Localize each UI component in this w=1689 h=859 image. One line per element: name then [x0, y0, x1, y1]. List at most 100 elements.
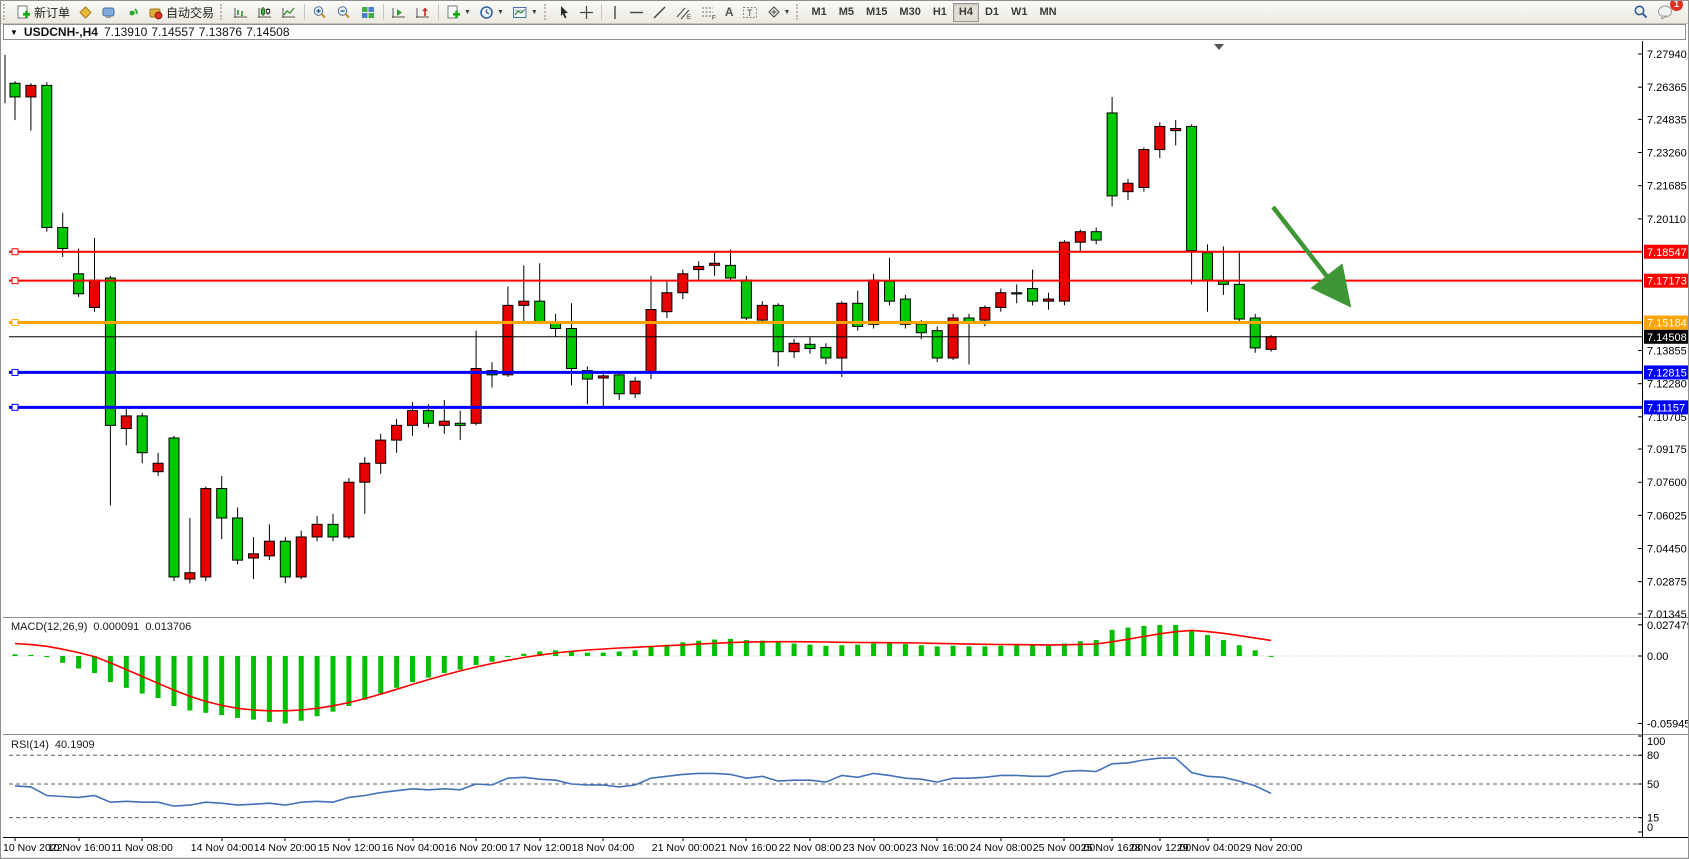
macd-histogram-bar — [1173, 624, 1179, 656]
time-axis-label: 24 Nov 08:00 — [970, 842, 1033, 854]
timeframe-m1-button[interactable]: M1 — [811, 5, 827, 18]
candle — [1122, 182, 1134, 193]
candle — [931, 330, 943, 359]
auto-scroll-button[interactable] — [387, 1, 411, 23]
trend-arrow[interactable] — [1271, 205, 1352, 308]
chart-title-bar[interactable]: ▼ USDCNH-,H4 7.13910 7.14557 7.13876 7.1… — [3, 24, 1686, 40]
timeframe-m30-button[interactable]: M30 — [899, 5, 921, 18]
candle — [1202, 252, 1213, 281]
time-axis-label: 29 Nov 04:00 — [1177, 842, 1240, 854]
time-axis-label: 23 Nov 16:00 — [906, 842, 969, 854]
macd-histogram-bar — [918, 645, 924, 656]
new-chart-button[interactable]: ▼ — [442, 1, 475, 23]
line-anchor-handle[interactable] — [11, 277, 19, 285]
macd-histogram-bar — [664, 644, 670, 656]
text-tool-button[interactable]: A — [721, 1, 738, 23]
toolbar-grip[interactable] — [220, 4, 227, 20]
fibonacci-tool-button[interactable]: F — [696, 1, 721, 23]
chart-menu-icon[interactable]: ▼ — [10, 27, 18, 37]
candle — [899, 298, 911, 325]
line-anchor-handle[interactable] — [11, 368, 19, 376]
time-axis-label: 16 Nov 04:00 — [382, 842, 445, 854]
zoom-in-button[interactable] — [308, 1, 332, 23]
cursor-tool-button[interactable] — [553, 1, 575, 23]
macd-histogram-bar — [680, 642, 686, 656]
timeframe-h1-button[interactable]: H1 — [932, 5, 947, 18]
candle — [756, 304, 768, 321]
bar-chart-icon — [234, 7, 248, 18]
arrows-tool-button[interactable]: ▼ — [763, 1, 795, 23]
price-badge — [1644, 365, 1688, 380]
line-anchor-handle[interactable] — [11, 403, 19, 411]
timeframe-h4-button[interactable]: H4 — [952, 2, 979, 22]
candle — [693, 265, 705, 271]
dropdown-arrow-icon: ▼ — [783, 8, 791, 16]
toolbar-grip[interactable] — [796, 4, 803, 20]
tile-windows-button[interactable] — [356, 1, 380, 23]
macd-histogram-bar — [330, 656, 336, 712]
macd-histogram-bar — [92, 656, 97, 674]
candle — [152, 462, 164, 473]
ohlc-high: 7.14557 — [151, 25, 195, 39]
signals-button[interactable] — [121, 1, 144, 23]
candle — [1170, 128, 1182, 132]
tile-windows-icon — [362, 6, 375, 18]
notifications-button[interactable]: 1 — [1653, 1, 1683, 23]
toolbar-grip[interactable] — [543, 4, 551, 20]
vertical-line-tool-button[interactable] — [605, 1, 625, 23]
candle — [232, 517, 244, 561]
timeframe-m15-button[interactable]: M15 — [866, 5, 888, 18]
macd-histogram-bar — [521, 653, 527, 656]
time-axis-label: 14 Nov 20:00 — [254, 842, 317, 854]
macd-histogram-bar — [1077, 641, 1083, 656]
macd-histogram-bar — [537, 651, 543, 656]
candle — [1233, 283, 1245, 320]
search-button[interactable] — [1629, 1, 1653, 23]
label-tool-button[interactable]: T — [738, 1, 763, 23]
macd-histogram-bar — [1236, 645, 1242, 656]
periods-button[interactable]: ▼ — [475, 1, 508, 23]
macd-histogram-bar — [219, 656, 225, 716]
candle — [1090, 231, 1102, 241]
macd-histogram-bar — [12, 654, 18, 656]
timeframe-mn-button[interactable]: MN — [1039, 5, 1057, 18]
price-axis-label: 7.13855 — [1647, 346, 1687, 358]
macd-histogram-bar — [489, 656, 495, 662]
new-order-button[interactable]: 新订单 — [12, 1, 74, 23]
timeframe-d1-button[interactable]: D1 — [984, 5, 1000, 18]
line-chart-mode-button[interactable] — [277, 1, 301, 23]
svg-text:E: E — [687, 15, 691, 20]
candle — [915, 323, 927, 334]
market-depth-button[interactable] — [74, 1, 97, 23]
zoom-out-button[interactable] — [332, 1, 356, 23]
macd-histogram-bar — [139, 656, 145, 694]
bar-chart-mode-button[interactable] — [229, 1, 253, 23]
channel-tool-button[interactable]: E — [671, 1, 696, 23]
auto-trading-button[interactable]: 自动交易 — [144, 1, 218, 23]
price-badge — [1644, 244, 1688, 259]
chart-shift-button[interactable] — [411, 1, 435, 23]
candle — [1186, 125, 1198, 252]
templates-button[interactable]: ▼ — [508, 1, 542, 23]
trendline-tool-button[interactable] — [648, 1, 671, 23]
price-axis-label: 7.07600 — [1647, 477, 1687, 489]
timeframe-m5-button[interactable]: M5 — [838, 5, 855, 18]
rsi-line — [14, 757, 1272, 807]
line-anchor-handle[interactable] — [11, 319, 19, 327]
horizontal-line-tool-button[interactable] — [625, 1, 648, 23]
price-badge-label: 7.11157 — [1647, 402, 1685, 414]
price-axis-label: 7.24835 — [1647, 114, 1687, 126]
candle — [200, 488, 212, 578]
crosshair-tool-button[interactable] — [575, 1, 598, 23]
ohlc-open: 7.13910 — [103, 25, 148, 39]
chart-shift-marker[interactable] — [1214, 44, 1224, 50]
market-button[interactable] — [97, 1, 121, 23]
time-axis-label: 14 Nov 04:00 — [191, 842, 254, 854]
candlestick-mode-button[interactable] — [253, 1, 277, 23]
macd-value: 0.000091 — [93, 621, 140, 633]
toolbar-grip[interactable] — [3, 4, 10, 20]
candle — [470, 368, 482, 424]
line-anchor-handle[interactable] — [11, 248, 19, 256]
timeframe-w1-button[interactable]: W1 — [1011, 5, 1028, 18]
